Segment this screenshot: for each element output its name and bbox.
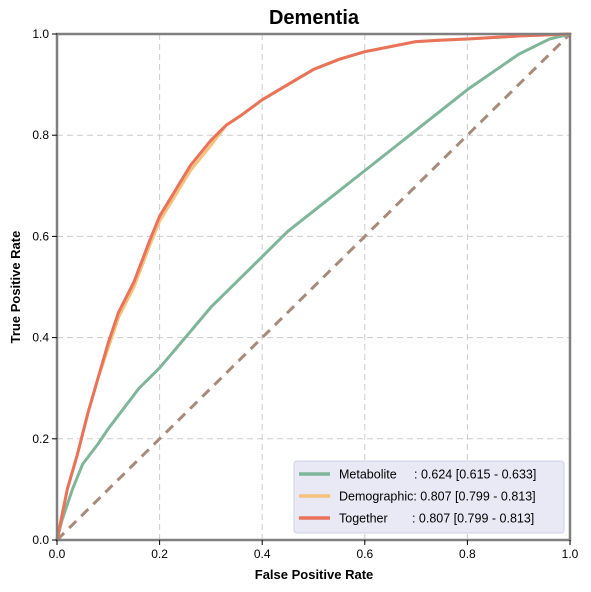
ticks-layer: 0.0 0.2 0.4 0.6 0.8 1.0 0.0 0.2 0.4 0.6 0.8 1.0 [32,27,578,561]
chance-reference-line [55,32,572,542]
x-tick-label: 0.6 [356,547,373,561]
y-tick-label: 0.2 [32,432,49,446]
series-line-together [55,32,572,542]
series-layer [55,32,572,542]
y-tick-label: 0.0 [32,533,49,547]
x-tick-label: 0.4 [254,547,271,561]
y-tick-label: 0.6 [32,229,49,243]
reference-line-layer [55,32,572,542]
grid [57,34,570,540]
legend-box [293,460,565,534]
series-line-metabolite [55,32,572,542]
x-tick-label: 0.0 [49,547,66,561]
legend-label-demographic: Demographic: 0.807 [0.799 - 0.813] [339,490,536,504]
x-tick-label: 0.2 [151,547,168,561]
plot-frame [55,32,572,542]
y-tick-label: 0.8 [32,128,49,142]
y-tick-label: 0.4 [32,331,49,345]
x-tick-label: 1.0 [562,547,579,561]
legend: Metabolite : 0.624 [0.615 - 0.633] Demogr… [293,460,565,534]
y-axis-title: True Positive Rate [8,231,23,344]
legend-label-together: Together : 0.807 [0.799 - 0.813] [339,512,534,526]
x-tick-label: 0.8 [459,547,476,561]
x-axis-title: False Positive Rate [255,567,374,582]
y-tick-label: 1.0 [32,27,49,41]
legend-label-metabolite: Metabolite : 0.624 [0.615 - 0.633] [339,468,536,482]
chart-title: Dementia [269,7,360,29]
